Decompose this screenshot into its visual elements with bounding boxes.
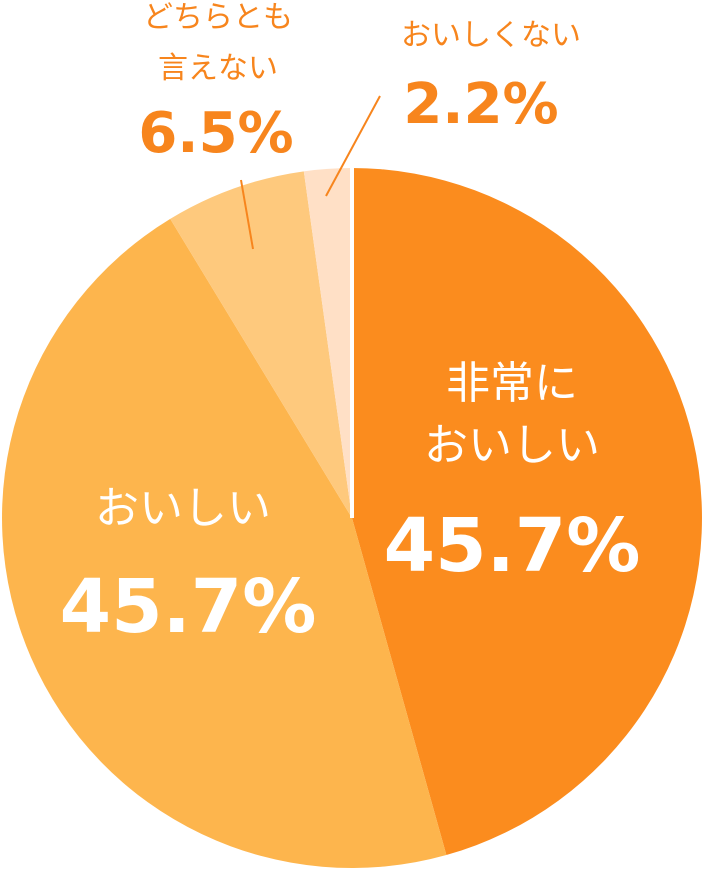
- leader-line-3: [325, 95, 381, 197]
- slice-label-0: 非常においしい: [424, 358, 600, 471]
- slice-label-1: おいしい: [95, 483, 271, 534]
- pie-slice-2: [170, 171, 352, 518]
- slice-label-2: どちらとも言えない: [143, 0, 293, 86]
- pie-slice-3: [303, 168, 352, 518]
- pie-slice-1: [2, 218, 447, 868]
- pie-slice-0: [352, 168, 702, 856]
- pie-slices: [2, 168, 702, 868]
- slice-label-3: おいしくない: [401, 18, 581, 53]
- slice-value-3: 2.2%: [403, 72, 558, 137]
- leader-line-2: [240, 179, 254, 250]
- slice-value-0: 45.7%: [384, 503, 641, 589]
- slice-value-1: 45.7%: [60, 564, 317, 650]
- slice-labels: 非常においしい 45.7% おいしい 45.7% どちらとも言えない 6.5% おいしくない…: [60, 0, 641, 650]
- slice-value-2: 6.5%: [138, 101, 293, 166]
- leader-lines: [240, 95, 381, 250]
